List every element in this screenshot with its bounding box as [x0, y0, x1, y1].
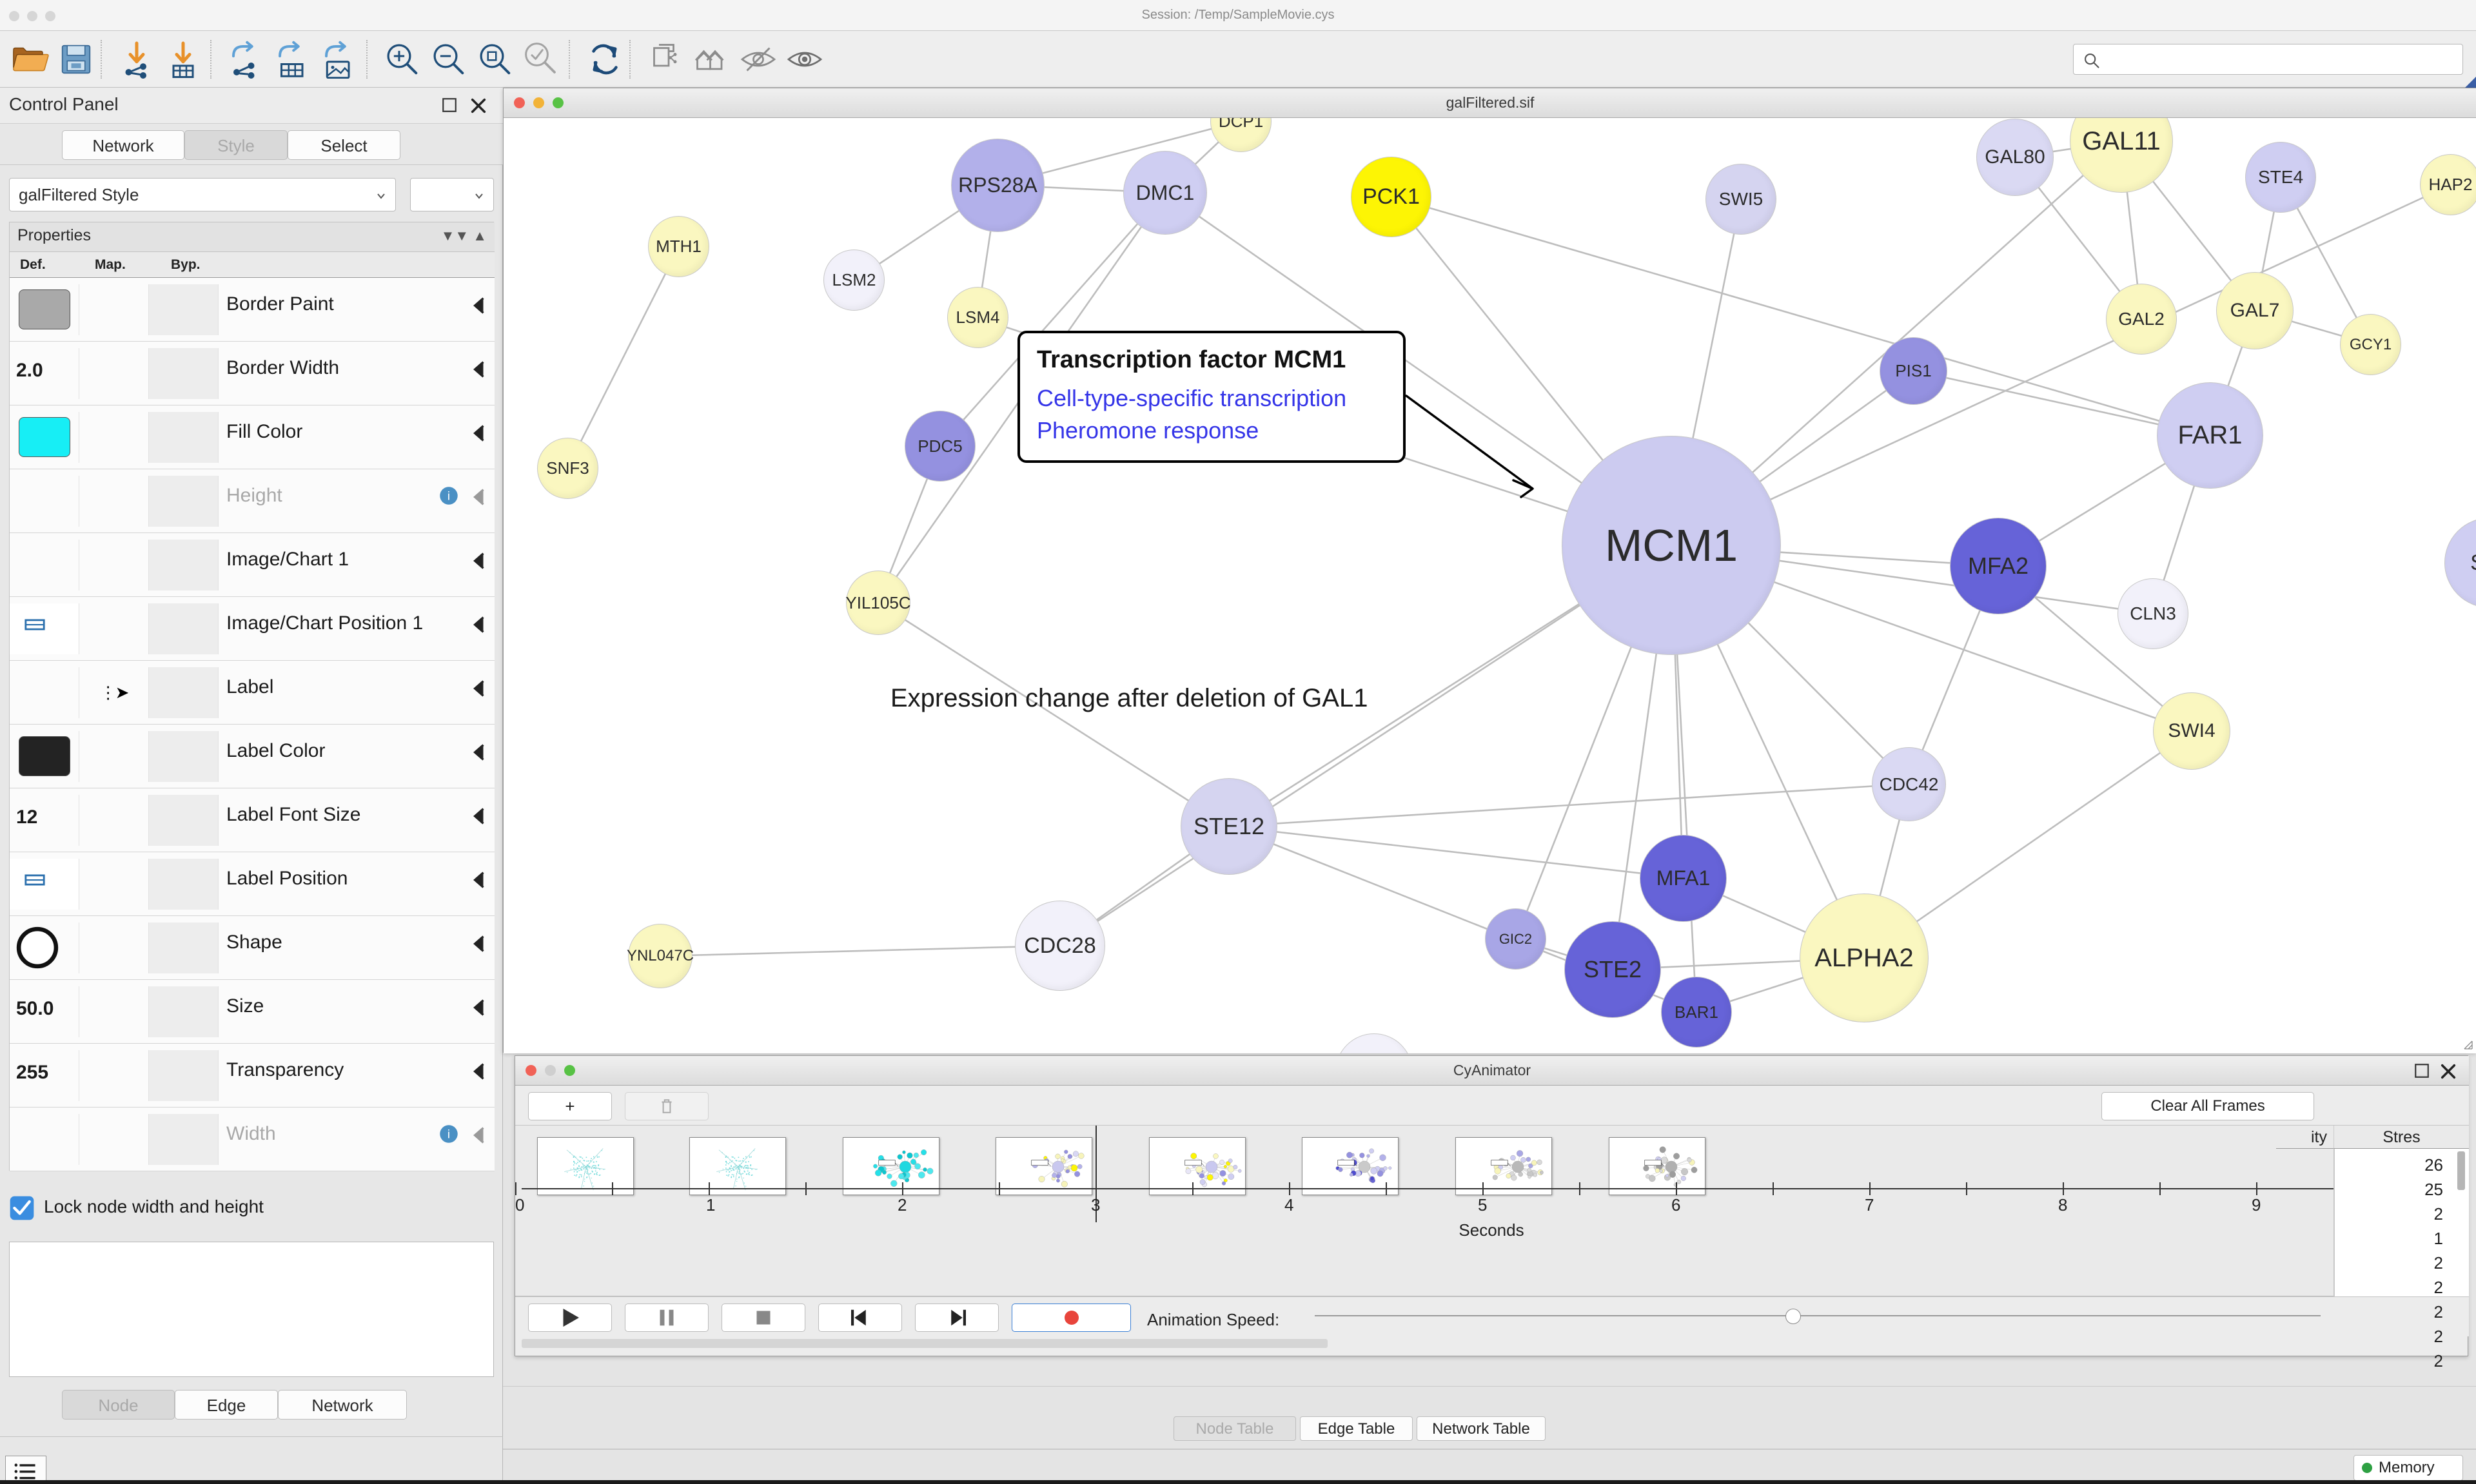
- svg-text:i: i: [447, 489, 450, 502]
- svg-text:i: i: [447, 1127, 450, 1140]
